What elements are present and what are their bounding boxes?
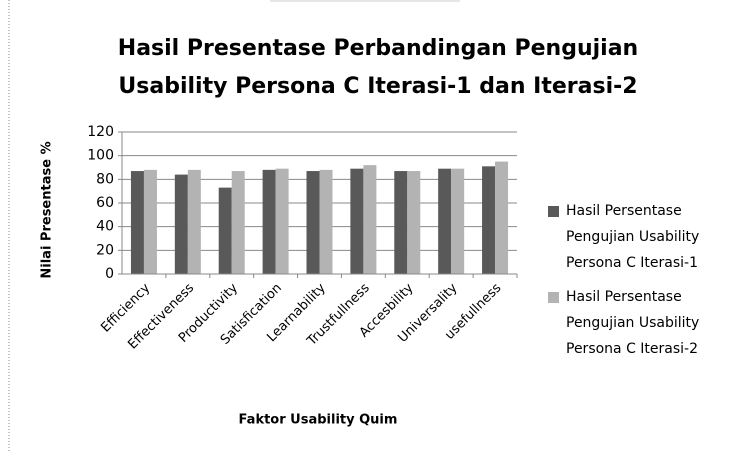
bar: [306, 171, 320, 274]
bar: [363, 165, 377, 274]
legend-item: Hasil Persentase Pengujian Usability Per…: [548, 198, 723, 276]
bar: [438, 168, 452, 274]
x-axis-title: Faktor Usability Quim: [239, 413, 398, 428]
bar: [482, 166, 496, 274]
legend-label: Hasil Persentase Pengujian Usability Per…: [566, 203, 700, 271]
legend-label: Hasil Persentase Pengujian Usability Per…: [566, 289, 700, 357]
y-tick-label: 60: [96, 195, 114, 211]
bar: [495, 161, 509, 274]
legend-item: Hasil Persentase Pengujian Usability Per…: [548, 284, 723, 362]
bar: [262, 169, 276, 274]
bar: [218, 187, 232, 274]
bar: [319, 169, 333, 274]
bar: [350, 168, 364, 274]
bar: [143, 169, 157, 274]
bar: [394, 171, 408, 274]
y-tick-label: 80: [96, 171, 114, 187]
bar: [407, 171, 421, 274]
bar: [275, 168, 289, 274]
y-tick-label: 100: [87, 148, 114, 164]
y-tick-label: 120: [87, 124, 114, 140]
chart-title: Hasil Presentase Perbandingan Pengujian …: [117, 36, 639, 99]
legend-swatch: [548, 206, 559, 217]
bar: [231, 171, 245, 274]
y-tick-label: 40: [96, 219, 114, 235]
bar: [451, 168, 465, 274]
y-tick-label: 20: [96, 242, 114, 258]
bar: [187, 169, 201, 274]
y-tick-label: 0: [105, 266, 114, 282]
bar: [174, 174, 188, 274]
y-axis-title: Nilai Presentase %: [40, 141, 55, 278]
bar: [130, 171, 144, 274]
legend-swatch: [548, 292, 559, 303]
